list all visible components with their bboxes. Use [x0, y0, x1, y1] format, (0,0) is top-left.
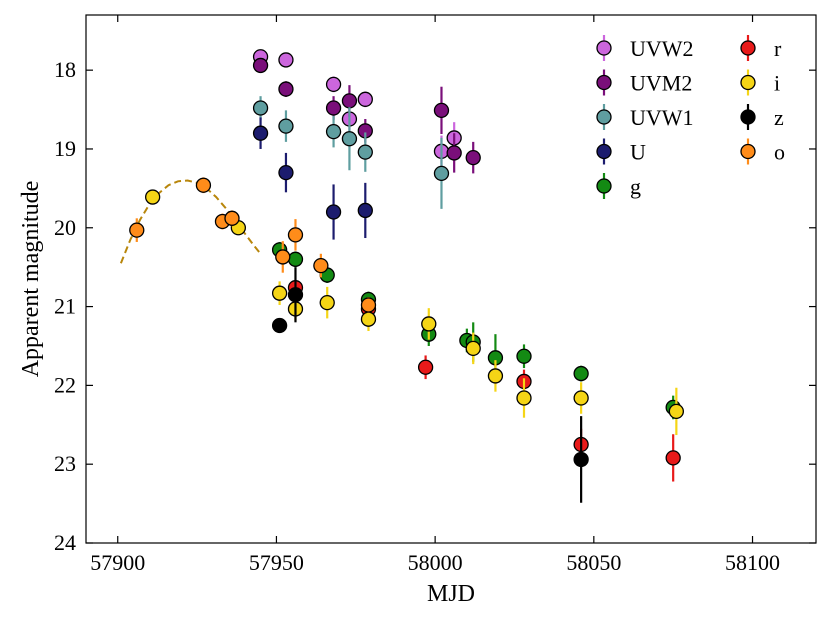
point-uvw1 [252, 100, 269, 116]
point-o [224, 210, 240, 226]
x-axis-label: MJD [427, 581, 475, 607]
y-tick-label: 20 [54, 215, 76, 240]
point-uvw1 [278, 118, 294, 134]
point-uvm2 [278, 81, 294, 97]
point-uvm2 [252, 57, 269, 74]
legend-marker-uvw2 [596, 40, 612, 56]
point-uvw1 [433, 165, 450, 182]
point-o [275, 249, 291, 265]
y-tick-label: 19 [54, 136, 76, 161]
legend-marker-z [740, 109, 756, 125]
legend-label-r: r [774, 36, 782, 61]
point-i [421, 316, 437, 332]
legend-label-uvm2: UVM2 [630, 71, 692, 96]
point-z [271, 317, 288, 334]
fit-curve [119, 179, 262, 264]
point-i [487, 368, 504, 384]
point-uvm2 [465, 149, 481, 166]
point-u [357, 202, 373, 219]
point-i [271, 285, 288, 301]
point-uvw1 [325, 123, 342, 140]
point-u [252, 125, 269, 141]
point-o [129, 222, 145, 238]
point-o [195, 177, 212, 193]
point-z [573, 451, 589, 468]
point-o [313, 257, 329, 274]
legend-marker-u [596, 143, 612, 160]
x-tick-label: 57950 [249, 550, 304, 575]
legend-label-uvw2: UVW2 [630, 36, 694, 61]
point-uvw2 [325, 76, 342, 92]
point-i [319, 294, 335, 311]
point-uvm2 [325, 100, 342, 116]
point-r [665, 450, 681, 466]
point-uvm2 [341, 93, 358, 109]
y-tick-label: 22 [54, 372, 76, 397]
point-uvw2 [357, 91, 373, 107]
point-o [360, 297, 377, 313]
point-g [516, 348, 532, 364]
legend-label-z: z [774, 105, 784, 130]
axis-ticks: 57900 57950 58000 58050 58100 18 19 20 21 22 23 24 [54, 15, 816, 575]
point-g [573, 365, 589, 382]
legend-label-i: i [774, 71, 780, 96]
x-tick-label: 58000 [408, 550, 463, 575]
legend-marker-r [740, 40, 756, 56]
plot-frame [85, 14, 817, 544]
fit-curve-layer [119, 179, 262, 264]
point-uvw1 [357, 144, 373, 160]
y-tick-label: 24 [54, 530, 76, 555]
point-uvm2 [433, 102, 450, 119]
x-tick-label: 58100 [725, 550, 780, 575]
legend-marker-i [740, 74, 756, 91]
point-i [516, 390, 532, 406]
point-u [278, 164, 294, 181]
point-u [325, 204, 342, 220]
y-tick-label: 21 [54, 294, 76, 319]
legend-marker-g [596, 178, 612, 194]
legend-marker-o [740, 143, 756, 160]
point-i [573, 390, 589, 406]
legend-label-g: g [630, 174, 641, 199]
point-uvw1 [341, 131, 358, 147]
y-axis-label: Apparent magnitude [18, 181, 44, 378]
legend-marker-uvw1 [596, 109, 612, 125]
y-tick-label: 18 [54, 57, 76, 82]
point-uvw2 [278, 52, 294, 68]
legend-marker-uvm2 [596, 74, 612, 91]
legend-label-uvw1: UVW1 [630, 105, 694, 130]
point-g [287, 251, 304, 267]
x-tick-label: 58050 [566, 550, 621, 575]
legend-label-u: U [630, 140, 646, 165]
legend-label-o: o [774, 140, 785, 165]
point-i [360, 311, 377, 327]
point-uvm2 [446, 145, 462, 161]
point-r [417, 359, 434, 375]
point-o [287, 227, 304, 243]
point-i [145, 189, 161, 205]
point-z [287, 287, 304, 303]
data-points-layer [129, 49, 684, 503]
x-tick-label: 57900 [90, 550, 145, 575]
point-i [465, 340, 481, 356]
point-i [668, 403, 684, 420]
y-tick-label: 23 [54, 451, 76, 476]
